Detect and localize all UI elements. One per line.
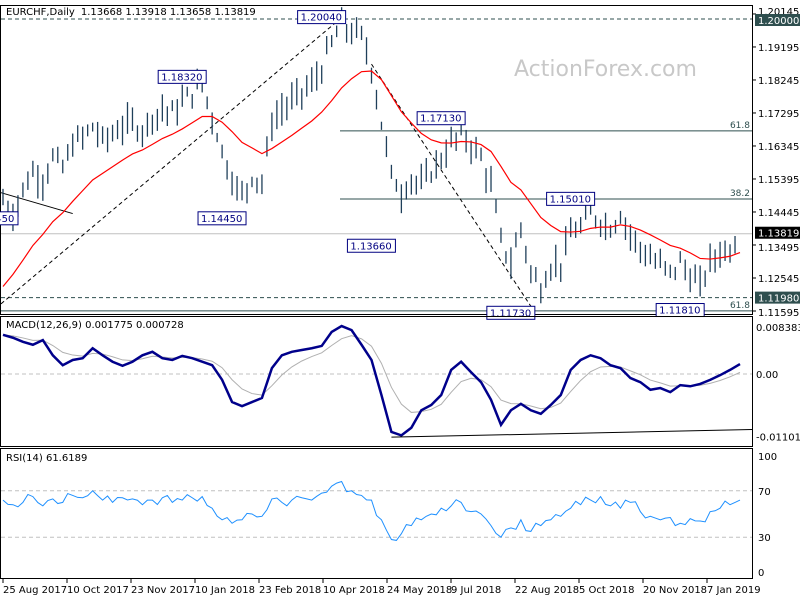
- y-tick-label: 1.18245: [758, 76, 799, 87]
- y-tick-label: 1.15395: [758, 175, 799, 186]
- trend-line-up: [0, 17, 342, 305]
- rsi-panel: RSI(14) 61.6189: [0, 448, 753, 579]
- macd-layer: [1, 324, 753, 438]
- fib-label: 61.8: [730, 301, 750, 311]
- moving-average-line: [2, 70, 741, 287]
- y-tick-label: 1.19195: [758, 43, 799, 54]
- x-tick-label: 24 May 2018: [387, 585, 452, 596]
- annotation-label: 1.11730: [490, 308, 531, 319]
- price-annotation: 1.15010: [546, 191, 596, 206]
- x-tick-label: 7 Jan 2019: [707, 585, 761, 596]
- annotation-box: [297, 10, 347, 25]
- level-tag-label: 1.11980: [758, 294, 799, 305]
- price-annotation: 1.14450: [197, 211, 247, 226]
- symbol-label: EURCHF,Daily: [6, 7, 75, 18]
- price-annotation: 1.17130: [416, 111, 466, 126]
- rsi-line: [2, 480, 741, 541]
- macd-y-tick-label: 0.00: [756, 370, 778, 381]
- macd-panel: MACD(12,26,9) 0.001775 0.000728: [0, 316, 753, 447]
- x-tick-label: 10 Oct 2017: [67, 585, 129, 596]
- level-tag-label: 1.20000: [758, 16, 799, 27]
- annotation-label: 1.11810: [659, 306, 700, 317]
- price-annotation: 1.20040: [297, 10, 347, 25]
- y-tick-label: 1.16345: [758, 142, 799, 153]
- watermark: ActionForex.com: [514, 57, 697, 82]
- trend-line-down: [371, 63, 532, 307]
- x-tick-label: 10 Apr 2018: [323, 585, 385, 596]
- y-tick-label: 1.14445: [758, 208, 799, 219]
- fib-label: 61.8: [730, 121, 750, 131]
- current-price-tag: [755, 226, 800, 239]
- rsi-layer: [1, 480, 752, 541]
- y-tick-label: 1.20145: [758, 7, 799, 18]
- current-price-label: 1.13819: [758, 229, 799, 240]
- price-annotation: 1.11730: [486, 305, 536, 320]
- annotation-box: [546, 191, 596, 206]
- macd-trend-line: [391, 429, 753, 438]
- annotation-box: [416, 111, 466, 126]
- y-tick-label: 1.11595: [758, 308, 799, 319]
- level-tag: [755, 291, 800, 304]
- chart-header: EURCHF,Daily 1.13668 1.13918 1.13658 1.13…: [6, 7, 256, 18]
- price-annotation: 1.11810: [655, 303, 705, 318]
- annotation-label: 1.18320: [161, 72, 202, 83]
- rsi-panel-frame: [0, 448, 753, 579]
- price-layer: 61.8 38.2 61.8 1.20040 1.18320 1.17130 1.15010…: [0, 7, 752, 320]
- macd-panel-frame: [0, 316, 753, 447]
- macd-line: [2, 324, 741, 437]
- macd-y-tick-label: -0.011019: [756, 432, 800, 443]
- rsi-y-tick-label: 30: [758, 533, 771, 544]
- trend-line: [0, 192, 73, 215]
- x-tick-label: 25 Aug 2017: [3, 585, 67, 596]
- macd-y-tick-label: 0.008383: [756, 323, 800, 334]
- x-tick-label: 23 Feb 2018: [259, 585, 321, 596]
- x-tick-label: 5 Oct 2018: [579, 585, 634, 596]
- main-panel-frame: [0, 5, 753, 315]
- annotation-label: 1.13660: [350, 241, 391, 252]
- rsi-y-tick-label: 100: [758, 452, 777, 463]
- main-panel: ActionForex.com 61.8 38.2 61.8 1.20040 1.183…: [0, 5, 753, 320]
- annotation-label: 1.14450: [201, 214, 242, 225]
- level-tag: [755, 14, 800, 26]
- fib-label: 38.2: [730, 189, 750, 199]
- annotation-label: 1.15010: [550, 194, 591, 205]
- price-annotation: 1.18320: [157, 69, 207, 84]
- annotation-box: [346, 238, 396, 253]
- annotation-box: [0, 211, 19, 226]
- axes: 1.20145 1.19195 1.18245 1.17295 1.16345 1.153…: [2, 7, 800, 596]
- annotation-label: 1.14450: [0, 214, 14, 225]
- annotation-label: 1.17130: [420, 114, 461, 125]
- x-tick-label: 10 Jan 2018: [195, 585, 255, 596]
- macd-title: MACD(12,26,9) 0.001775 0.000728: [6, 320, 184, 331]
- x-tick-label: 23 Nov 2017: [131, 585, 195, 596]
- y-tick-label: 1.17295: [758, 109, 799, 120]
- price-annotation: 1.14450: [0, 211, 19, 226]
- ohlc-values: 1.13668 1.13918 1.13658 1.13819: [81, 7, 256, 18]
- y-tick-label: 1.12545: [758, 274, 799, 285]
- annotation-box: [157, 69, 207, 84]
- x-tick-label: 22 Aug 2018: [515, 585, 579, 596]
- rsi-y-tick-label: 70: [758, 487, 771, 498]
- annotation-box: [197, 211, 247, 226]
- price-annotation: 1.13660: [346, 238, 396, 253]
- y-tick-label: 1.13495: [758, 243, 799, 254]
- rsi-title: RSI(14) 61.6189: [6, 453, 87, 464]
- x-tick-label: 9 Jul 2018: [451, 585, 501, 596]
- annotation-label: 1.20040: [301, 13, 342, 24]
- x-tick-label: 20 Nov 2018: [643, 585, 707, 596]
- rsi-y-tick-label: 0: [758, 568, 764, 579]
